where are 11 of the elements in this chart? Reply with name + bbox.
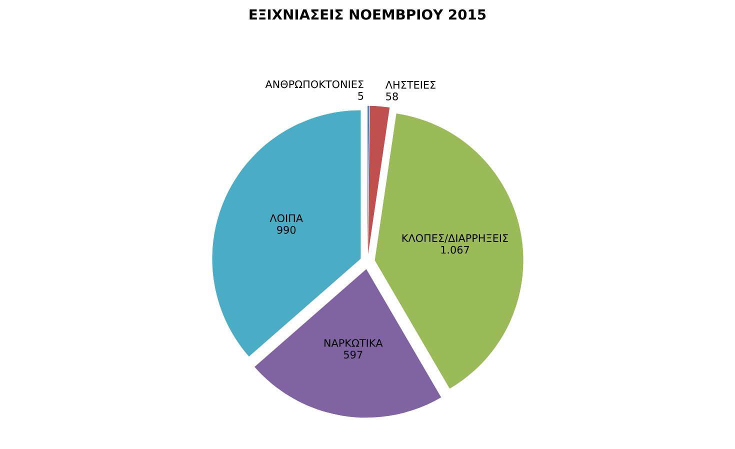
data-label: 990 [277,226,296,234]
data-label: 1.067 [441,246,470,254]
data-label: 597 [344,350,362,359]
data-label: 58 [386,92,398,100]
slice-label: ΝΑΡΚΩΤΙΚΑ [324,339,383,347]
slice-label: ΑΝΘΡΩΠΟΚΤΟΝΙΕΣ [265,80,364,88]
chart-title: ΕΞΙΧΝΙΑΣΕΙΣ ΝΟΕΜΒΡΙΟΥ 2015 [250,9,486,20]
slice-label: ΚΛΟΠΕΣ/ΔΙΑΡΡΗΞΕΙΣ [402,234,508,243]
slice-label: ΛΟΙΠΑ [270,214,303,222]
slice-label: ΛΗΣΤΕΙΕΣ [385,80,436,89]
data-label: 5 [358,92,364,100]
